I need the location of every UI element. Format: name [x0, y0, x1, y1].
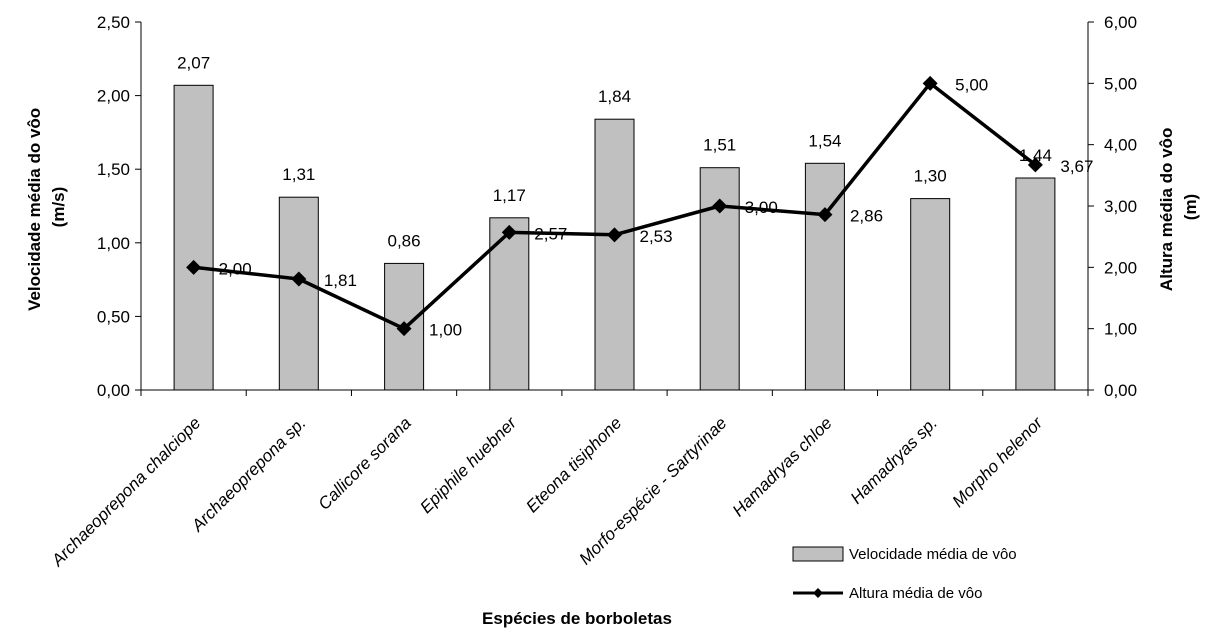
y-tick-label: 0,50 [97, 307, 130, 326]
bar [173, 84, 214, 391]
y-tick-label: 2,50 [97, 13, 130, 32]
line-data-label: 2,00 [219, 259, 252, 278]
bar [594, 118, 635, 391]
line-point [712, 198, 728, 214]
line-data-label: 5,00 [955, 75, 988, 94]
line-data-label: 2,57 [534, 224, 567, 243]
line-data-label: 2,86 [850, 207, 883, 226]
y2-tick-label: 4,00 [1104, 136, 1137, 155]
line-data-label: 2,53 [640, 227, 673, 246]
x-axis-title: Espécies de borboletas [482, 609, 672, 628]
x-tick-label: Hamadryas sp. [847, 413, 941, 507]
y-tick-label: 1,50 [97, 160, 130, 179]
legend-bar-label: Velocidade média de vôo [849, 546, 1017, 563]
bar [910, 198, 951, 391]
bar-data-label: 1,31 [282, 165, 315, 184]
line-point [607, 227, 622, 243]
x-tick-label: Epiphile huebner [416, 412, 521, 517]
y2-tick-label: 2,00 [1104, 258, 1137, 277]
line-point [501, 224, 517, 240]
y2-axis-title-line-1: Altura média do vôo [1157, 128, 1176, 291]
x-tick-label: Archaeoprepona chalciope [47, 413, 204, 570]
legend-line-marker [813, 588, 823, 598]
y2-tick-label: 5,00 [1104, 74, 1137, 93]
bar-data-label: 2,07 [177, 53, 210, 72]
line-point [817, 207, 833, 223]
y-tick-label: 0,00 [97, 381, 130, 400]
x-tick-label: Callicore sorana [315, 413, 415, 513]
y-axis-title-line-2: (m/s) [49, 187, 68, 228]
line-data-label: 3,67 [1060, 157, 1093, 176]
y2-tick-label: 6,00 [1104, 13, 1137, 32]
bar-data-label: 1,51 [703, 136, 736, 155]
line-point [186, 259, 202, 275]
x-tick-label: Morpho helenor [949, 412, 1048, 511]
line-point [291, 271, 307, 287]
line-point [396, 321, 412, 337]
bar-data-label: 1,84 [598, 87, 631, 106]
line-data-label: 1,81 [324, 271, 357, 290]
line-point [1027, 157, 1043, 173]
bar-data-label: 1,17 [493, 186, 526, 205]
line-layer [186, 75, 1043, 337]
bar [278, 196, 319, 391]
y2-axis-title: Altura média do vôo (m) [1157, 123, 1200, 291]
line-point [922, 75, 938, 91]
line-data-label: 3,00 [745, 198, 778, 217]
x-tick-label: Eteona tisiphone [522, 413, 625, 516]
x-tick-label: Archaeoprepona sp. [187, 413, 309, 535]
bar-data-label: 0,86 [388, 231, 421, 250]
line-data-label: 1,00 [429, 321, 462, 340]
y-tick-label: 1,00 [97, 234, 130, 253]
y2-axis-title-line-2: (m) [1181, 194, 1200, 220]
y2-tick-label: 1,00 [1104, 320, 1137, 339]
bar-data-label: 1,30 [914, 167, 947, 186]
bar-data-label: 1,54 [808, 131, 841, 150]
bar-data-label: 1,44 [1019, 146, 1052, 165]
bar [1015, 177, 1056, 391]
legend: Velocidade média de vôo Altura média de … [792, 546, 1017, 602]
labels-layer: 2,07 1,31 0,86 1,17 1,84 1,51 1,54 1,30 1,44 2,00… [177, 53, 1093, 339]
legend-bar-swatch [792, 546, 844, 562]
legend-line-label: Altura média de vôo [849, 585, 982, 602]
y-tick-label: 2,00 [97, 87, 130, 106]
y-axis-title-line-1: Velocidade média do vôo [25, 108, 44, 311]
y2-tick-label: 3,00 [1104, 197, 1137, 216]
y-axis-title: Velocidade média do vôo (m/s) [25, 103, 68, 311]
y2-tick-label: 0,00 [1104, 381, 1137, 400]
x-tick-label: Hamadryas chloe [729, 413, 836, 520]
